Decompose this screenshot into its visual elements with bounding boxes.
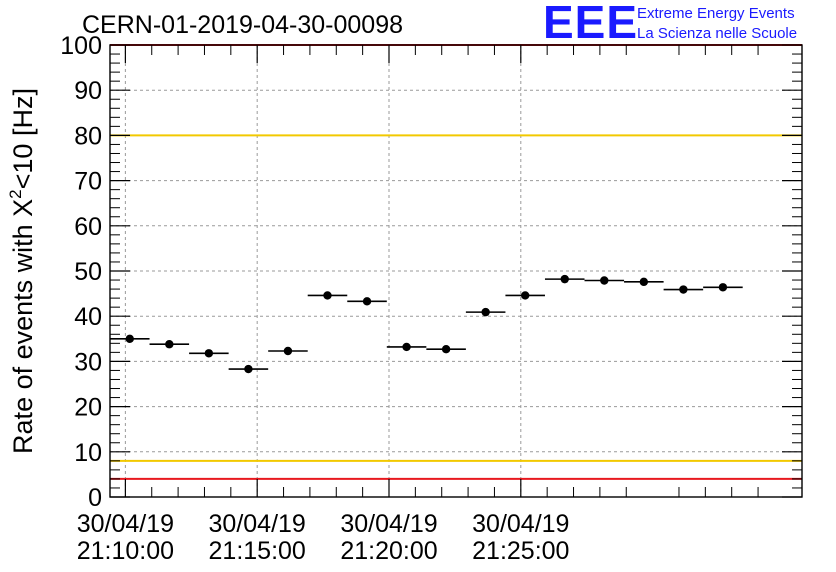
data-point-marker xyxy=(402,342,411,352)
data-point-marker xyxy=(283,346,293,356)
y-tick-label: 100 xyxy=(60,32,102,60)
logo-line1: Extreme Energy Events xyxy=(637,5,795,22)
y-tick-label: 90 xyxy=(74,77,102,105)
y-tick-label: 20 xyxy=(74,394,102,422)
y-tick-label: 50 xyxy=(74,258,102,286)
data-point xyxy=(110,334,150,343)
x-tick-time: 21:20:00 xyxy=(340,537,437,565)
eee-logo: EEE Extreme Energy Events La Scienza nel… xyxy=(543,0,797,48)
data-point xyxy=(465,307,506,317)
data-point-marker xyxy=(323,291,332,300)
grid-lines xyxy=(110,45,802,497)
data-point xyxy=(386,342,427,352)
x-tick-date: 30/04/19 xyxy=(77,510,174,538)
x-tick-time: 21:10:00 xyxy=(77,537,174,565)
data-point-marker xyxy=(244,364,253,374)
data-points xyxy=(110,274,743,374)
data-point-marker xyxy=(125,334,134,343)
data-point xyxy=(505,291,545,300)
y-tick-labels: 0 10 20 30 40 50 60 70 80 90 100 xyxy=(60,32,102,512)
data-point xyxy=(624,277,664,287)
y-axis-label-suffix: <10 [Hz] xyxy=(8,88,38,189)
data-point-marker xyxy=(718,283,728,292)
axis-ticks xyxy=(110,44,802,498)
reference-lines xyxy=(110,44,802,480)
y-tick-label: 40 xyxy=(74,303,102,331)
x-tick-labels: 30/04/1921:10:0030/04/1921:15:0030/04/19… xyxy=(77,510,570,565)
data-point xyxy=(584,276,625,285)
x-tick-date: 30/04/19 xyxy=(340,510,437,538)
data-point-marker xyxy=(204,349,214,358)
data-point xyxy=(663,285,704,294)
chart-title: CERN-01-2019-04-30-00098 xyxy=(82,11,403,39)
y-tick-label: 10 xyxy=(74,439,102,467)
y-tick-label: 70 xyxy=(74,168,102,196)
y-tick-label: 80 xyxy=(74,122,102,150)
x-tick-time: 21:15:00 xyxy=(209,537,306,565)
data-point xyxy=(307,291,348,300)
data-point xyxy=(347,297,387,306)
data-point-marker xyxy=(165,340,174,349)
data-point-marker xyxy=(679,285,688,294)
data-point-marker xyxy=(521,291,530,300)
y-axis-label-prefix: Rate of events with X xyxy=(8,199,38,454)
data-point-marker xyxy=(441,344,451,354)
data-point-marker xyxy=(639,277,649,287)
data-point xyxy=(268,346,308,356)
data-point xyxy=(544,274,585,284)
x-tick-time: 21:25:00 xyxy=(472,537,569,565)
x-tick-date: 30/04/19 xyxy=(472,510,569,538)
data-point xyxy=(228,364,269,374)
data-point-marker xyxy=(600,276,609,285)
data-point-marker xyxy=(481,307,490,317)
y-tick-label: 60 xyxy=(74,213,102,241)
y-axis-label: Rate of events with X2<10 [Hz] xyxy=(6,88,38,454)
y-tick-label: 30 xyxy=(74,348,102,376)
data-point xyxy=(149,340,190,349)
logo-line2: La Scienza nelle Scuole xyxy=(637,25,797,42)
y-axis-label-superscript: 2 xyxy=(6,189,25,198)
data-point xyxy=(703,283,743,292)
x-tick-date: 30/04/19 xyxy=(209,510,306,538)
data-point xyxy=(189,349,229,358)
data-point-marker xyxy=(362,297,372,306)
y-tick-label: 0 xyxy=(88,484,102,512)
data-point-marker xyxy=(560,274,569,284)
logo-mark: EEE xyxy=(543,0,638,48)
data-point xyxy=(426,344,466,354)
